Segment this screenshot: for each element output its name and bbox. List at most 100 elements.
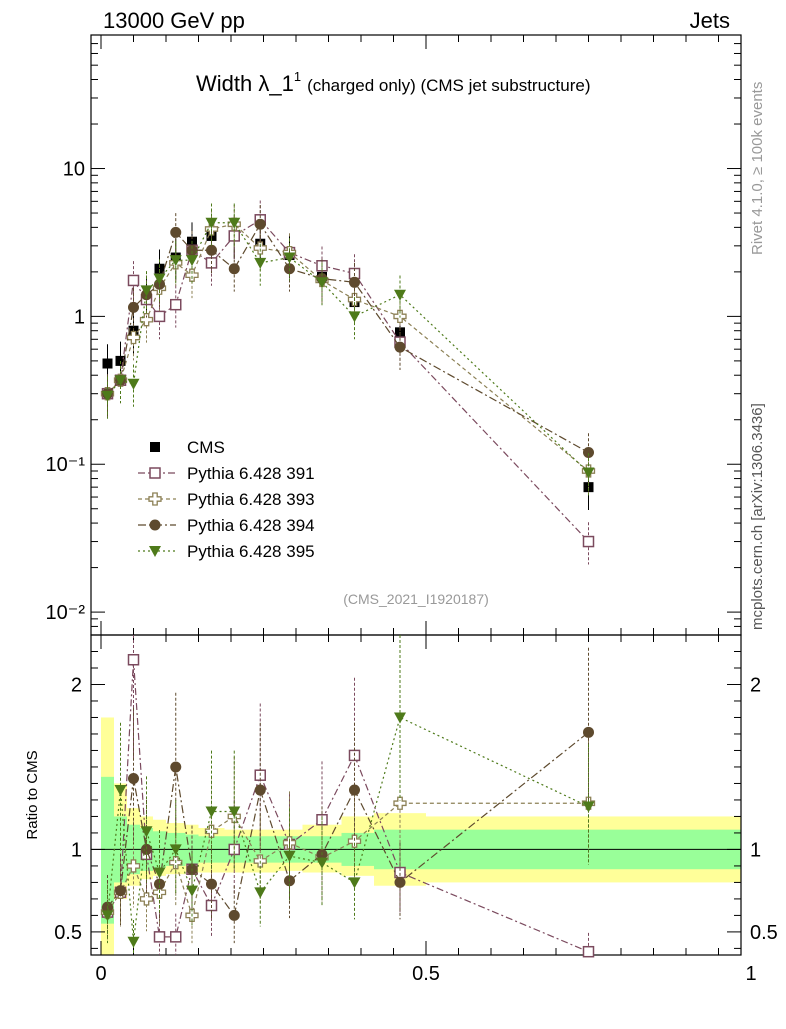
legend-label: Pythia 6.428 394 xyxy=(187,516,315,535)
legend: CMS Pythia 6.428 391 Pythia 6.428 393 Pythi… xyxy=(138,438,315,561)
analysis-id: (CMS_2021_I1920187) xyxy=(343,591,489,607)
header-category: Jets xyxy=(690,8,730,33)
main-line-1 xyxy=(107,219,589,542)
main-point xyxy=(186,244,198,256)
main-line-4 xyxy=(107,222,589,473)
main-point xyxy=(126,330,141,345)
title-superscript: 1 xyxy=(294,69,301,84)
legend-marker xyxy=(149,519,161,531)
main-point xyxy=(394,341,406,353)
ratio-point xyxy=(169,844,182,856)
ratio-point xyxy=(394,876,406,888)
ratio-band-group xyxy=(101,717,741,955)
ratio-point xyxy=(349,784,360,796)
legend-label: CMS xyxy=(187,438,225,457)
ratio-point xyxy=(115,885,126,897)
ratio-point xyxy=(141,843,152,855)
ratio-point xyxy=(316,857,328,869)
ratio-axes: 2 2 1 1 0.5 0.5 0 0.5 1 xyxy=(54,621,778,985)
ratio-point xyxy=(205,806,218,818)
ratio-point xyxy=(114,785,127,797)
main-point xyxy=(253,241,267,255)
main-point xyxy=(228,217,241,229)
main-point xyxy=(349,276,360,288)
ratio-point xyxy=(128,773,139,785)
header-energy: 13000 GeV pp xyxy=(103,8,245,33)
ratio-point xyxy=(127,653,140,666)
ratio-point xyxy=(283,851,296,863)
main-point xyxy=(170,298,182,311)
ratio-point xyxy=(153,931,166,943)
ratio-point xyxy=(206,878,217,890)
xtick-label: 0.5 xyxy=(412,963,440,985)
ratio-point xyxy=(101,910,114,922)
ratio-point xyxy=(186,885,198,897)
legend-marker xyxy=(150,442,160,452)
ratio-point xyxy=(139,892,154,906)
ratio-point xyxy=(582,801,595,813)
main-axes: 10 1 10⁻¹ 10⁻² xyxy=(46,34,742,649)
main-point xyxy=(127,378,140,390)
legend-marker xyxy=(148,492,162,506)
rivet-label: Rivet 4.1.0, ≥ 100k events xyxy=(749,82,766,255)
legend-marker xyxy=(149,546,161,557)
ratio-ytick-label-right: 1 xyxy=(750,839,761,861)
ratio-point xyxy=(170,931,182,943)
title-suffix: (charged only) (CMS jet substructure) xyxy=(307,76,590,95)
main-point xyxy=(582,535,595,548)
ratio-point xyxy=(583,726,594,738)
main-point xyxy=(283,252,296,264)
main-point xyxy=(102,358,113,369)
legend-label: Pythia 6.428 393 xyxy=(187,490,315,509)
main-point xyxy=(128,301,139,313)
ratio-point xyxy=(347,834,362,848)
legend-label: Pythia 6.428 395 xyxy=(187,542,315,561)
main-point xyxy=(170,226,182,238)
main-point xyxy=(153,273,166,285)
main-point xyxy=(186,255,198,267)
main-series-group xyxy=(100,200,596,565)
xtick-label: 0 xyxy=(95,963,106,985)
main-point xyxy=(140,285,153,297)
mcplots-label: mcplots.cern.ch [arXiv:1306.3436] xyxy=(749,403,766,630)
main-point xyxy=(127,274,140,287)
main-ytick-label: 10 xyxy=(63,159,85,181)
ratio-point xyxy=(228,806,241,818)
ratio-point xyxy=(394,712,406,724)
main-point xyxy=(206,244,217,256)
main-point xyxy=(153,310,166,323)
ratio-point xyxy=(140,826,153,838)
ratio-ytick-label-right: 0.5 xyxy=(750,922,778,944)
ratio-point xyxy=(127,936,140,948)
main-ytick-label: 10⁻² xyxy=(46,602,86,624)
plot-title: Width λ_11 (charged only) (CMS jet substr… xyxy=(196,69,591,96)
ratio-line-2 xyxy=(106,802,589,918)
xtick-label: 1 xyxy=(745,963,756,985)
ratio-ytick-label-left: 0.5 xyxy=(54,922,82,944)
main-point xyxy=(139,313,154,327)
ratio-point xyxy=(154,878,165,890)
ratio-band-inner xyxy=(101,776,114,924)
main-point xyxy=(254,257,267,269)
main-point xyxy=(169,255,182,267)
ratio-ytick-label-left: 2 xyxy=(71,674,82,696)
main-point xyxy=(583,447,594,459)
legend-label: Pythia 6.428 391 xyxy=(187,464,315,483)
ratio-frame xyxy=(90,634,742,956)
main-point xyxy=(228,263,240,275)
main-point xyxy=(316,277,328,289)
ratio-point xyxy=(153,867,166,879)
main-point xyxy=(254,218,266,230)
main-point xyxy=(582,467,595,479)
title-main: Width λ_1 xyxy=(196,71,294,96)
ratio-line-1 xyxy=(106,659,589,953)
ratio-point xyxy=(170,761,182,773)
ratio-point xyxy=(254,887,267,899)
ratio-point xyxy=(228,909,240,921)
main-point xyxy=(154,263,165,274)
main-point xyxy=(205,217,218,229)
legend-marker xyxy=(149,467,161,479)
main-point xyxy=(115,355,126,366)
